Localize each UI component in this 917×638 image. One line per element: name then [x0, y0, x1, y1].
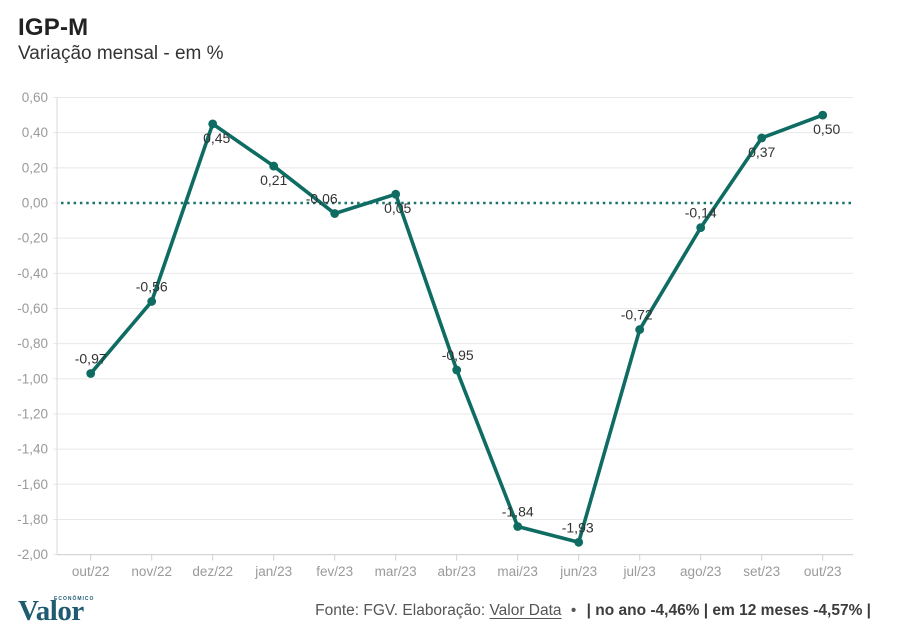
- x-axis-tick-label: jul/23: [623, 564, 656, 579]
- data-point: [757, 133, 767, 143]
- x-axis-tick-label: nov/22: [131, 564, 172, 579]
- data-point-label: 0,37: [748, 144, 775, 160]
- x-axis-tick-label: mar/23: [375, 564, 417, 579]
- y-axis-tick-label: -0,40: [17, 266, 48, 281]
- x-axis-tick-label: ago/23: [680, 564, 721, 579]
- y-axis-tick-label: 0,60: [22, 90, 48, 105]
- x-axis-tick-label: mai/23: [497, 564, 538, 579]
- valor-data-link[interactable]: Valor Data: [489, 602, 562, 619]
- y-axis-tick-label: 0,20: [22, 160, 48, 175]
- x-axis-tick-label: out/23: [804, 564, 842, 579]
- y-axis-tick-label: -1,80: [17, 512, 48, 527]
- data-point: [208, 119, 218, 129]
- y-axis-tick-label: 0,00: [22, 196, 48, 211]
- data-line: [88, 113, 825, 545]
- data-point: [86, 369, 96, 378]
- x-axis-tick-label: out/22: [72, 564, 110, 579]
- source-prefix-text: Fonte: FGV. Elaboração:: [315, 602, 486, 619]
- footer: Valor ECONÔMICO Fonte: FGV. Elaboração: …: [0, 591, 917, 631]
- y-axis-tick-label: -1,60: [17, 477, 48, 492]
- data-point: [452, 365, 462, 375]
- valor-logo[interactable]: Valor ECONÔMICO: [18, 594, 93, 627]
- data-point-label: -0,95: [442, 347, 474, 363]
- data-point-label: -0,06: [306, 191, 338, 207]
- data-point: [818, 110, 828, 120]
- data-point-label: 0,21: [260, 172, 287, 188]
- page-subtitle: Variação mensal - em %: [18, 43, 224, 64]
- source-note: Fonte: FGV. Elaboração: Valor Data • | n…: [315, 602, 871, 620]
- data-point-label: 0,50: [813, 121, 840, 137]
- line-chart-canvas: 0,60 0,40 0,20 0,00 -0,20 -0,40 -0,60 -0,80 -1,0…: [17, 90, 853, 579]
- footer-stats: | no ano -4,46% | em 12 meses -4,57% |: [586, 602, 871, 619]
- data-point: [574, 537, 584, 547]
- data-point-label: 0,45: [203, 130, 230, 146]
- data-point-label: -0,72: [621, 307, 653, 323]
- page-title: IGP-M: [18, 14, 89, 41]
- valor-logo-text: Valor: [18, 594, 84, 627]
- data-point: [696, 223, 706, 233]
- x-axis-tick-label: jan/23: [254, 564, 292, 579]
- x-axis-tick-label: abr/23: [438, 564, 476, 579]
- data-point-label: -1,93: [562, 519, 594, 535]
- y-axis-tick-label: -1,00: [17, 371, 48, 386]
- y-axis-tick-label: 0,40: [22, 125, 48, 140]
- chart-header: IGP-M Variação mensal - em %: [18, 14, 224, 65]
- y-axis-tick-label: -2,00: [17, 547, 48, 562]
- data-point-label: -1,84: [502, 503, 534, 519]
- bullet-separator: •: [570, 602, 577, 619]
- data-point: [513, 522, 523, 531]
- x-axis-tick-label: dez/22: [192, 564, 233, 579]
- x-axis-tick-label: set/23: [743, 564, 780, 579]
- y-axis-tick-label: -0,60: [17, 301, 48, 316]
- x-axis-tick-label: jun/23: [559, 564, 597, 579]
- data-point-label: -0,56: [136, 278, 168, 294]
- valor-logo-subtext: ECONÔMICO: [54, 595, 95, 602]
- y-axis-tick-label: -1,40: [17, 442, 48, 457]
- data-point-label: -0,14: [685, 205, 717, 221]
- data-point: [147, 297, 157, 306]
- data-point-label: -0,97: [75, 351, 107, 367]
- data-point: [635, 325, 645, 334]
- y-axis-tick-label: -1,20: [17, 406, 48, 421]
- data-point: [269, 161, 279, 171]
- x-axis-tick-label: fev/23: [316, 564, 353, 579]
- data-point: [330, 209, 340, 218]
- chart-area: 0,60 0,40 0,20 0,00 -0,20 -0,40 -0,60 -0,80 -1,0…: [0, 85, 917, 590]
- data-point-label: 0,05: [384, 200, 411, 216]
- y-axis-tick-label: -0,80: [17, 336, 48, 351]
- y-axis-tick-label: -0,20: [17, 231, 48, 246]
- data-point: [391, 189, 401, 199]
